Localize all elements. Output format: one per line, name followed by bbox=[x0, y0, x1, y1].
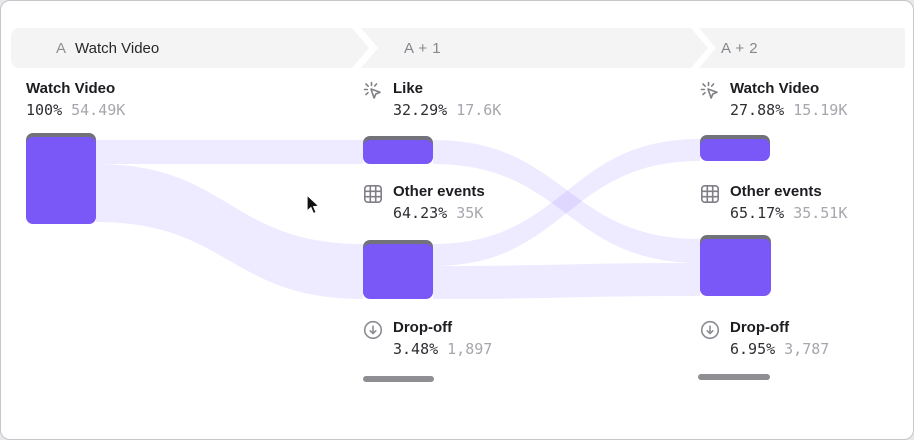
event-count: 1,897 bbox=[447, 340, 493, 358]
step-header-a2[interactable]: A + 2 bbox=[699, 28, 905, 68]
dropoff-bar-a2[interactable] bbox=[698, 374, 770, 380]
mouse-cursor-icon bbox=[306, 194, 321, 215]
grid-icon bbox=[700, 184, 719, 203]
event-watchvideo-a2[interactable]: Watch Video 27.88% 15.19K bbox=[698, 79, 847, 120]
node-otherevents-a2[interactable] bbox=[700, 239, 771, 296]
event-label: Drop-off bbox=[393, 319, 453, 336]
event-count: 17.6K bbox=[456, 101, 502, 119]
drop-off-icon bbox=[363, 320, 383, 340]
ribbon-otherevents-to-otherevents2 bbox=[433, 263, 700, 299]
node-like-a1[interactable] bbox=[363, 140, 433, 164]
event-percent: 27.88% bbox=[730, 101, 785, 119]
drop-off-icon bbox=[700, 320, 720, 340]
node-watchvideo-a[interactable] bbox=[26, 137, 96, 224]
event-label: Other events bbox=[393, 183, 485, 200]
event-count: 54.49K bbox=[71, 101, 126, 119]
event-dropoff-a1[interactable]: Drop-off 3.48% 1,897 bbox=[361, 318, 492, 359]
event-percent: 64.23% bbox=[393, 204, 448, 222]
ribbon-watchvideo-to-otherevents bbox=[96, 164, 363, 299]
event-label: Like bbox=[393, 80, 424, 97]
event-percent: 65.17% bbox=[730, 204, 785, 222]
event-watchvideo-a[interactable]: Watch Video 100% 54.49K bbox=[26, 79, 125, 120]
click-icon bbox=[700, 81, 718, 99]
grid-icon bbox=[363, 184, 382, 203]
event-like-a1[interactable]: Like 32.29% 17.6K bbox=[361, 79, 501, 120]
step-label: A + 1 bbox=[404, 39, 442, 57]
event-count: 15.19K bbox=[793, 101, 848, 119]
step-header-a[interactable]: A Watch Video bbox=[11, 28, 369, 68]
step-label: A + 2 bbox=[721, 39, 759, 57]
event-percent: 3.48% bbox=[393, 340, 439, 358]
node-otherevents-a1[interactable] bbox=[363, 244, 433, 299]
event-label: Watch Video bbox=[730, 80, 820, 97]
ribbon-watchvideo-to-like bbox=[96, 140, 363, 164]
node-watchvideo-a2[interactable] bbox=[700, 139, 770, 161]
event-percent: 6.95% bbox=[730, 340, 776, 358]
step-label: Watch Video bbox=[75, 39, 160, 57]
click-icon bbox=[363, 81, 381, 99]
ribbon-like-to-otherevents2 bbox=[433, 140, 700, 263]
event-label: Other events bbox=[730, 183, 822, 200]
event-percent: 32.29% bbox=[393, 101, 448, 119]
event-count: 35K bbox=[456, 204, 484, 222]
event-count: 3,787 bbox=[784, 340, 830, 358]
event-label: Watch Video bbox=[26, 80, 116, 97]
event-percent: 100% bbox=[26, 101, 63, 119]
step-badge: A bbox=[56, 39, 67, 57]
event-otherevents-a2[interactable]: Other events 65.17% 35.51K bbox=[698, 182, 847, 223]
event-count: 35.51K bbox=[793, 204, 848, 222]
event-label: Drop-off bbox=[730, 319, 790, 336]
ribbon-otherevents-to-watchvideo2 bbox=[433, 139, 700, 266]
event-otherevents-a1[interactable]: Other events 64.23% 35K bbox=[361, 182, 485, 223]
step-header-a1[interactable]: A + 1 bbox=[361, 28, 708, 68]
dropoff-bar-a1[interactable] bbox=[363, 376, 434, 382]
event-dropoff-a2[interactable]: Drop-off 6.95% 3,787 bbox=[698, 318, 829, 359]
